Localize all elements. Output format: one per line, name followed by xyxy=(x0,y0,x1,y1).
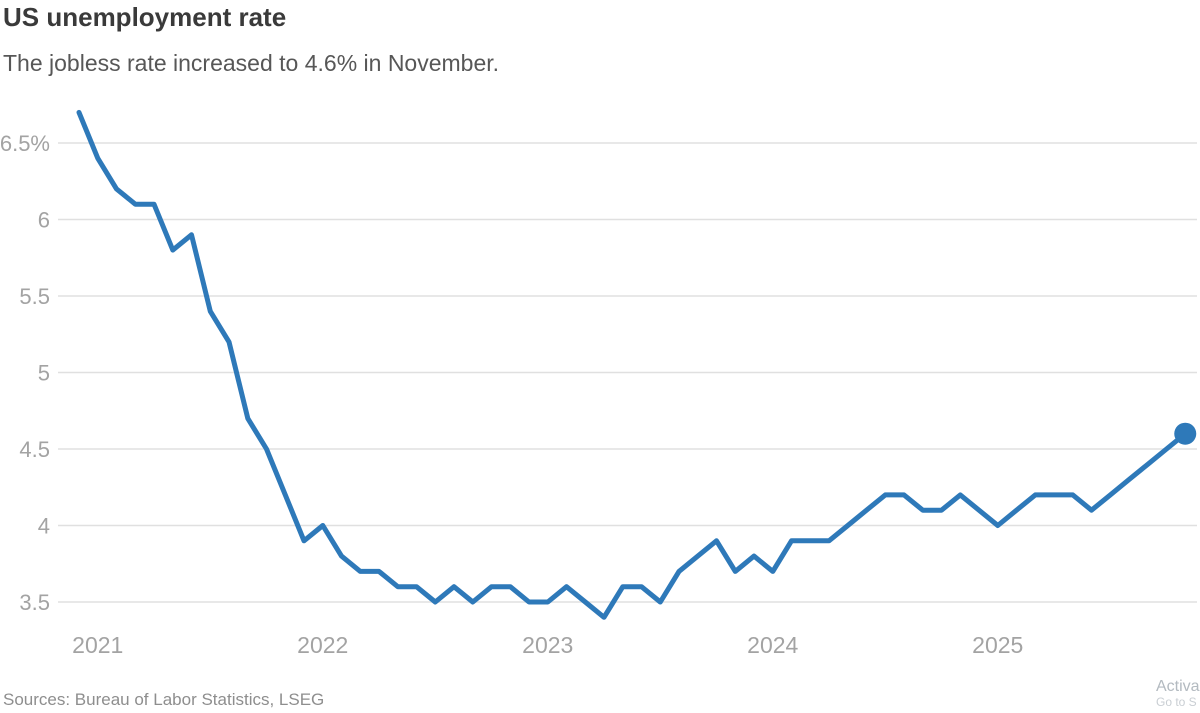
y-tick-label: 4 xyxy=(38,514,50,539)
page-title: US unemployment rate xyxy=(3,2,287,32)
x-tick-label: 2025 xyxy=(972,632,1023,658)
x-tick-label: 2021 xyxy=(72,632,123,658)
chart-subtitle: The jobless rate increased to 4.6% in No… xyxy=(3,50,500,76)
source-attribution: Sources: Bureau of Labor Statistics, LSE… xyxy=(3,690,325,709)
y-tick-label: 6.5% xyxy=(0,131,50,156)
x-tick-label: 2024 xyxy=(747,632,798,658)
watermark-line2: Go to S xyxy=(1156,694,1197,709)
unemployment-rate-line xyxy=(76,109,1188,620)
y-tick-label: 6 xyxy=(38,208,50,233)
x-tick-label: 2023 xyxy=(522,632,573,658)
y-tick-label: 5 xyxy=(38,361,50,386)
activate-windows-watermark: Activa Go to S xyxy=(1156,678,1200,709)
y-tick-label: 4.5 xyxy=(19,437,50,462)
x-tick-label: 2022 xyxy=(297,632,348,658)
y-tick-label: 3.5 xyxy=(19,590,50,615)
y-tick-label: 5.5 xyxy=(19,284,50,309)
watermark-line1: Activa xyxy=(1156,678,1200,695)
latest-point-dot xyxy=(1174,422,1197,445)
